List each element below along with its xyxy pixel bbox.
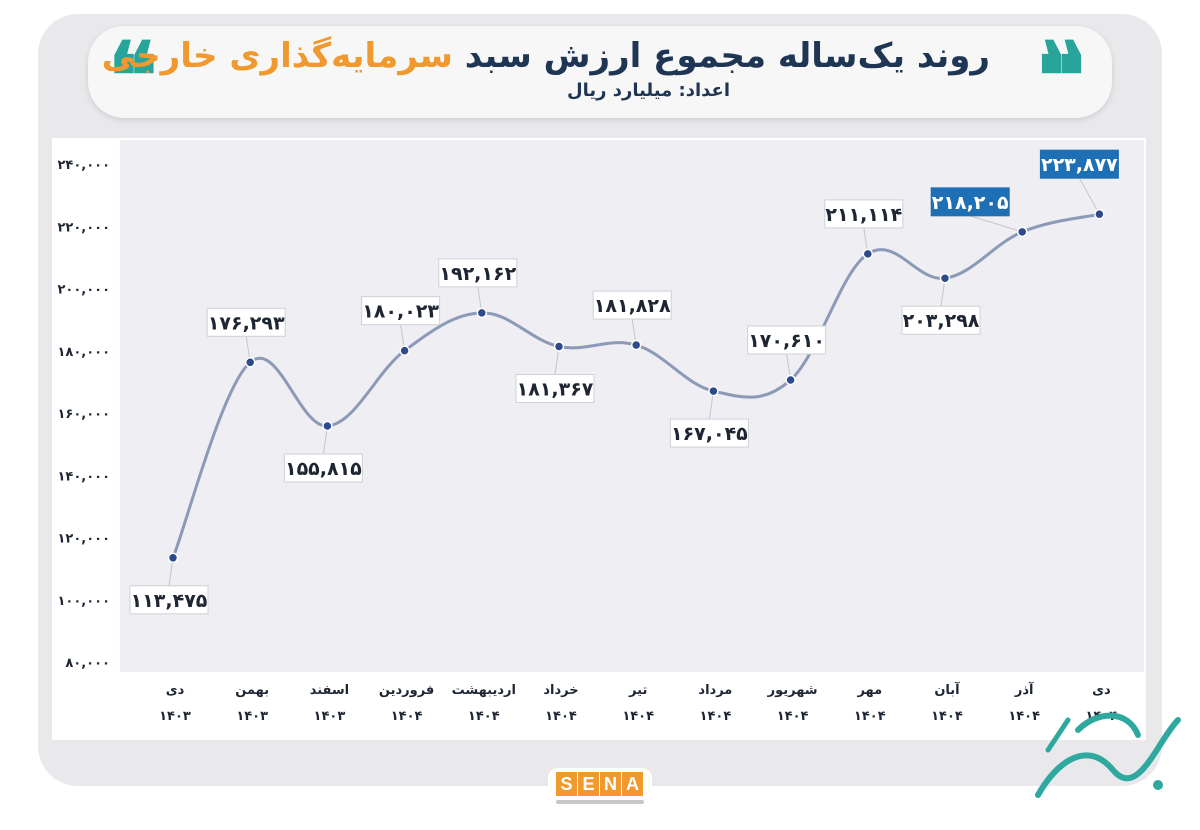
x-tick-label: دی [1092, 683, 1111, 698]
logo-letter: E [578, 772, 599, 796]
y-tick-label: ۲۰۰,۰۰۰ [57, 283, 110, 298]
title-part-dark: روند یک‌ساله مجموع ارزش سبد [464, 36, 990, 76]
data-label: ۱۸۱,۸۲۸ [594, 295, 671, 317]
x-tick-label: ۱۴۰۴ [468, 709, 500, 724]
x-tick-label: ۱۴۰۴ [700, 709, 732, 724]
x-tick-label: مرداد [698, 683, 732, 698]
y-tick-label: ۱۸۰,۰۰۰ [57, 345, 110, 360]
publisher-watermark [1035, 712, 1181, 798]
logo-letter: A [622, 772, 643, 796]
sena-logo: S E N A [548, 768, 652, 816]
data-point [785, 374, 796, 386]
data-label-box [515, 373, 595, 403]
chart-panel: ۸۰,۰۰۰ ۱۰۰,۰۰۰ ۱۲۰,۰۰۰ ۱۴۰,۰۰۰ ۱۶۰,۰۰۰ ۱۸۰,۰۰… [52, 138, 1146, 740]
data-label-box [129, 585, 209, 615]
data-label: ۱۶۷,۰۴۵ [671, 423, 748, 445]
data-point [1016, 226, 1028, 238]
data-label-box [438, 258, 518, 288]
line-chart: ۸۰,۰۰۰ ۱۰۰,۰۰۰ ۱۲۰,۰۰۰ ۱۴۰,۰۰۰ ۱۶۰,۰۰۰ ۱۸۰,۰۰… [57, 140, 1144, 724]
data-label: ۱۷۶,۲۹۳ [208, 312, 285, 334]
data-label-box [901, 305, 981, 335]
x-tick-label: ۱۴۰۴ [1008, 709, 1040, 724]
logo-tagline [556, 800, 644, 804]
data-point [399, 345, 410, 356]
data-label-box [1039, 149, 1119, 179]
x-tick-label: ۱۴۰۴ [622, 709, 654, 724]
data-point [322, 420, 333, 432]
x-tick-label: آذر [1014, 681, 1034, 698]
data-label: ۱۸۱,۳۶۷ [517, 378, 594, 400]
x-tick-label: تیر [628, 683, 647, 698]
x-tick-label: مهر [856, 683, 882, 698]
x-tick-label: دی [166, 683, 185, 698]
x-tick-label: شهریور [767, 683, 818, 698]
data-point [630, 339, 642, 351]
y-tick-label: ۸۰,۰۰۰ [65, 656, 110, 671]
x-tick-label: ۱۴۰۴ [391, 709, 423, 724]
x-tick-label: ۱۴۰۳ [159, 709, 191, 724]
x-tick-label: ۱۴۰۴ [854, 709, 886, 724]
y-tick-label: ۱۶۰,۰۰۰ [57, 407, 110, 422]
y-tick-label: ۲۴۰,۰۰۰ [57, 158, 110, 173]
data-label-box [283, 453, 363, 483]
data-label: ۲۱۸,۲۰۵ [932, 192, 1009, 214]
chart-title: روند یک‌ساله مجموع ارزش سبد سرمایه‌گذاری… [102, 36, 990, 76]
x-tick-label: ۱۴۰۳ [314, 709, 346, 724]
header-card [88, 26, 1112, 118]
data-label: ۲۰۳,۲۹۸ [903, 310, 980, 332]
data-point [862, 248, 874, 260]
plot-area [120, 140, 1144, 672]
x-tick-label: خرداد [543, 683, 578, 698]
data-label-box [361, 296, 441, 326]
data-point [167, 552, 179, 564]
x-tick-label: اردیبهشت [452, 683, 516, 698]
series-line [171, 212, 1100, 559]
y-tick-label: ۱۰۰,۰۰۰ [57, 594, 110, 609]
quote-left-icon: ❝ [108, 22, 158, 130]
leader-line [1078, 177, 1100, 215]
data-point [553, 341, 565, 352]
data-point [1094, 208, 1105, 220]
x-tick-label: ۱۴۰۴ [931, 709, 963, 724]
data-label: ۱۵۵,۸۱۵ [285, 458, 362, 480]
data-label: ۱۷۰,۶۱۰ [748, 330, 825, 352]
y-tick-label: ۱۲۰,۰۰۰ [57, 532, 110, 547]
logo-letter: S [556, 772, 577, 796]
x-tick-label: فروردین [379, 683, 434, 698]
data-label: ۲۱۱,۱۱۴ [825, 204, 902, 226]
data-point [244, 357, 256, 368]
data-label-box [824, 199, 904, 229]
data-label: ۱۹۲,۱۶۲ [439, 263, 516, 285]
x-tick-label: آبان [934, 681, 960, 698]
y-tick-label: ۲۲۰,۰۰۰ [57, 220, 110, 235]
title-part-orange: سرمایه‌گذاری خارجی [101, 36, 453, 76]
data-label-box [206, 307, 286, 337]
data-label: ۲۲۳,۸۷۷ [1041, 154, 1118, 176]
leader-line [970, 215, 1023, 233]
quote-right-icon: ❝ [1038, 22, 1088, 130]
data-point [476, 307, 488, 319]
chart-subtitle: اعداد: میلیارد ریال [566, 80, 730, 101]
data-point [939, 272, 951, 284]
x-tick-label: ۱۴۰۴ [545, 709, 577, 724]
x-tick-label: ۱۴۰۴ [777, 709, 809, 724]
data-label-box [669, 418, 749, 448]
data-point [708, 385, 719, 397]
data-label: ۱۸۰,۰۲۳ [362, 301, 439, 323]
data-label: ۱۱۳,۴۷۵ [131, 590, 208, 612]
x-tick-label: اسفند [310, 683, 349, 698]
y-tick-label: ۱۴۰,۰۰۰ [57, 469, 110, 484]
data-label-box [747, 325, 827, 355]
logo-letter: N [600, 772, 621, 796]
x-tick-label: ۱۴۰۳ [236, 709, 268, 724]
data-label-box [592, 290, 672, 320]
x-tick-label: بهمن [235, 683, 269, 698]
data-label-box [930, 187, 1010, 217]
